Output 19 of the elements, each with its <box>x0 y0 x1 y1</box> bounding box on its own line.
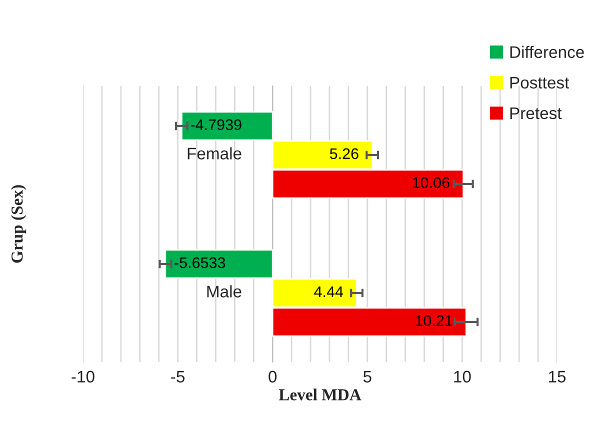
x-tick-label: 10 <box>454 370 471 383</box>
x-tick-label: 5 <box>363 370 372 383</box>
x-tick-label: -10 <box>72 370 94 383</box>
x-tick-label: 0 <box>268 370 277 383</box>
legend-label: Posttest <box>510 76 570 89</box>
data-label: 10.06 <box>413 177 450 188</box>
x-tick-label: 15 <box>549 370 566 383</box>
legend-label: Pretest <box>510 107 562 120</box>
x-tick-label: -5 <box>171 370 185 383</box>
y-tick-label: Female <box>188 147 242 160</box>
legend-label: Difference <box>510 46 584 58</box>
data-label: 4.44 <box>314 286 344 297</box>
x-axis-title: Level MDA <box>278 388 362 400</box>
data-label: -5.6533 <box>174 257 226 268</box>
data-label: 10.21 <box>416 315 452 326</box>
y-tick-label: Male <box>207 285 242 298</box>
data-label: -4.7939 <box>190 119 242 130</box>
data-label: 5.26 <box>330 148 358 160</box>
y-axis-title: Grup (Sex) <box>11 185 26 263</box>
